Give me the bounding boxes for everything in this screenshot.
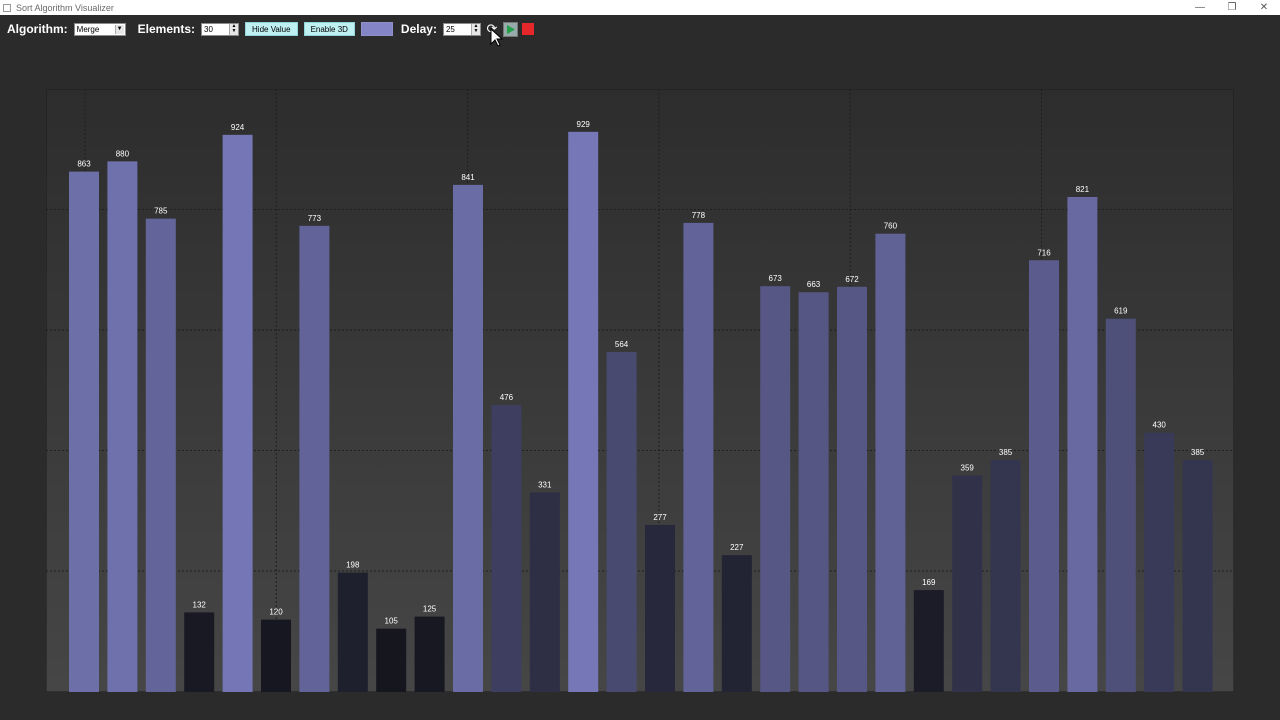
play-icon[interactable] [502,21,518,37]
bar [299,225,330,692]
bar [875,233,906,692]
bar [184,612,215,692]
bar-chart: 863 880 785 132 924 120 773 198 105 125 841 476 331 9… [46,89,1234,692]
bar [69,171,99,692]
bar-value-label: 331 [538,480,552,489]
bar [376,628,407,692]
stop-icon[interactable] [521,23,534,35]
elements-value: 30 [204,24,213,34]
chevron-down-icon[interactable]: ▼ [114,24,124,34]
bar-value-label: 673 [769,274,783,283]
bar-value-label: 198 [346,561,360,570]
delay-value: 25 [445,24,455,34]
bar-value-label: 169 [922,578,936,587]
reset-icon[interactable]: ⟳ [486,21,498,36]
bar-value-label: 929 [577,120,591,129]
bar-color-swatch[interactable] [360,22,393,36]
bar [837,286,867,692]
bar-value-label: 385 [999,448,1013,457]
bar [491,404,522,692]
maximize-icon[interactable]: ❐ [1227,2,1237,13]
elements-label: Elements: [137,22,196,36]
bar-value-label: 821 [1076,185,1090,194]
algorithm-select[interactable]: Merge ▼ [73,22,126,36]
bar [107,161,138,692]
bar-value-label: 564 [615,340,629,349]
chart-svg: 863 880 785 132 924 120 773 198 105 125 841 476 331 9… [46,89,1234,692]
bar [683,222,714,692]
bar-value-label: 385 [1191,448,1205,457]
elements-stepper[interactable]: 30 ▲ ▼ [201,22,240,36]
algorithm-value: Merge [76,24,100,34]
bar [1182,459,1213,692]
bar-value-label: 778 [692,211,706,220]
bar [721,555,752,692]
bar-value-label: 880 [116,149,130,158]
hide-value-button[interactable]: Hide Value [245,22,298,36]
bar-value-label: 227 [730,543,744,552]
window-title: Sort Algorithm Visualizer [16,2,114,13]
bar-value-label: 663 [807,280,821,289]
bar-value-label: 773 [308,214,322,223]
bar [1067,196,1098,692]
bar [606,351,637,692]
bar-value-label: 105 [385,617,399,626]
bar [529,492,560,692]
enable-3d-button[interactable]: Enable 3D [303,22,355,36]
bar [952,475,983,692]
toolbar: Algorithm: Merge ▼ Elements: 30 ▲ ▼ Hide … [0,18,1280,40]
bar [337,572,368,692]
bar-value-label: 277 [653,513,667,522]
bar-value-label: 619 [1114,307,1128,316]
bar-value-label: 841 [461,173,475,182]
algorithm-label: Algorithm: [7,22,68,36]
bar [1144,432,1175,692]
delay-label: Delay: [400,22,437,36]
bar [913,590,944,692]
delay-stepper[interactable]: 25 ▲ ▼ [442,22,481,36]
bar [222,134,253,692]
app-icon [3,3,11,12]
mouse-cursor-icon [490,28,504,47]
stepper-arrows-icon[interactable]: ▲ ▼ [470,23,480,35]
bar-value-label: 672 [845,275,859,284]
bar-value-label: 125 [423,605,437,614]
bar-value-label: 120 [269,608,283,617]
bar [568,131,599,692]
bar [760,286,791,692]
minimize-icon[interactable]: — [1195,2,1205,13]
bar-value-label: 924 [231,123,245,132]
bar-value-label: 716 [1037,248,1051,257]
bar [414,616,445,692]
close-icon[interactable]: ✕ [1259,2,1269,13]
bar [1029,260,1059,692]
title-bar: Sort Algorithm Visualizer — ❐ ✕ [0,0,1280,15]
bar [261,619,291,692]
bar [990,459,1021,692]
stepper-arrows-icon[interactable]: ▲ ▼ [229,23,239,35]
bar-value-label: 430 [1153,421,1167,430]
bar-value-label: 760 [884,222,898,231]
bar-value-label: 785 [154,207,168,216]
bar [645,524,675,692]
bar [798,292,829,692]
bar [145,218,176,692]
bar [1105,318,1136,692]
bar [453,184,483,692]
bar-value-label: 476 [500,393,514,402]
bar-value-label: 863 [77,160,91,169]
bar-value-label: 359 [961,464,975,473]
bar-value-label: 132 [193,600,207,609]
